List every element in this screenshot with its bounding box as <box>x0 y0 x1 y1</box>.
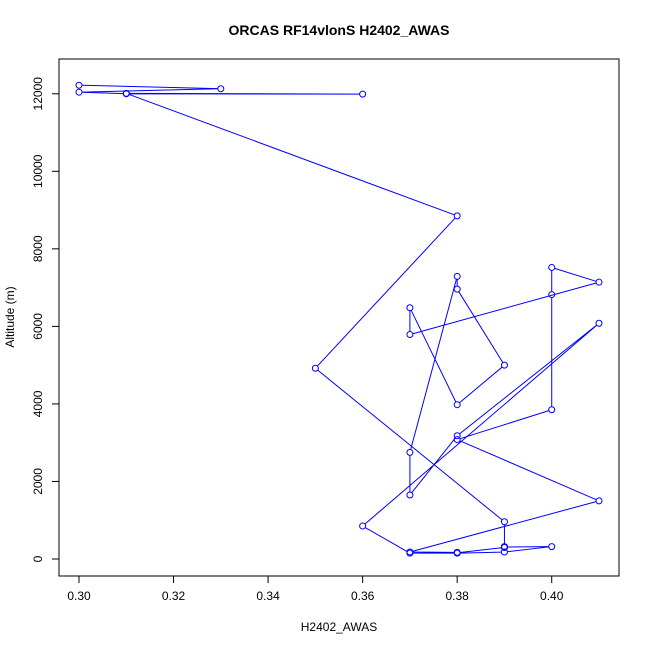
data-point <box>122 89 130 97</box>
data-point <box>548 543 556 551</box>
data-point <box>75 81 83 89</box>
data-point <box>453 212 461 220</box>
data-point <box>406 304 414 312</box>
y-tick-label: 4000 <box>31 390 45 417</box>
data-point <box>595 278 603 286</box>
data-point <box>548 263 556 271</box>
y-tick-label: 6000 <box>31 313 45 340</box>
x-tick-label: 0.40 <box>540 589 564 603</box>
x-axis-label: H2402_AWAS <box>301 620 377 634</box>
x-axis: 0.30 0.32 0.34 0.36 0.38 0.40 <box>67 575 564 603</box>
y-axis: 0 2000 4000 6000 8000 10000 12000 <box>31 77 60 562</box>
data-point <box>453 549 461 557</box>
data-point <box>500 361 508 369</box>
plot-area <box>75 81 603 557</box>
data-point <box>500 548 508 556</box>
x-tick-label: 0.30 <box>67 589 91 603</box>
data-point <box>453 272 461 280</box>
data-point <box>75 88 83 96</box>
data-point <box>453 285 461 293</box>
data-point <box>217 85 225 93</box>
y-tick-label: 0 <box>31 555 45 562</box>
data-point <box>359 90 367 98</box>
data-point <box>406 548 414 556</box>
data-point <box>406 491 414 499</box>
data-point <box>595 497 603 505</box>
data-point <box>595 319 603 327</box>
y-tick-label: 2000 <box>31 468 45 495</box>
series-line <box>81 84 598 554</box>
data-point <box>406 448 414 456</box>
data-point <box>548 406 556 414</box>
data-point <box>453 432 461 440</box>
y-tick-label: 10000 <box>31 154 45 188</box>
plot-frame <box>58 58 620 577</box>
x-tick-label: 0.32 <box>162 589 186 603</box>
data-point <box>453 401 461 409</box>
data-point <box>453 436 461 444</box>
x-tick-label: 0.34 <box>256 589 280 603</box>
y-axis-label: Altitude (m) <box>3 286 17 347</box>
chart-title: ORCAS RF14vlonS H2402_AWAS <box>229 22 450 38</box>
data-point <box>500 543 508 551</box>
x-tick-label: 0.38 <box>446 589 470 603</box>
data-point <box>311 364 319 372</box>
y-tick-label: 8000 <box>31 235 45 262</box>
y-tick-label: 12000 <box>31 77 45 111</box>
data-point <box>548 291 556 299</box>
x-tick-label: 0.36 <box>351 589 375 603</box>
data-point <box>406 331 414 339</box>
data-point <box>359 522 367 530</box>
data-point <box>500 518 508 526</box>
